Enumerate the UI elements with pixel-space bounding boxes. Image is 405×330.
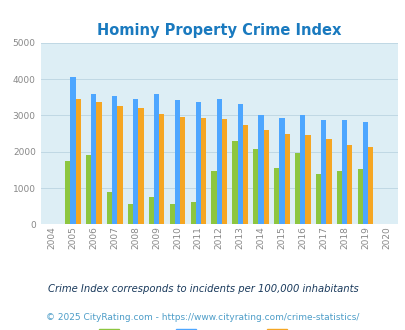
Bar <box>138 108 143 224</box>
Bar <box>346 145 352 224</box>
Bar <box>70 77 75 224</box>
Bar <box>357 169 362 224</box>
Bar <box>326 139 331 224</box>
Text: © 2025 CityRating.com - https://www.cityrating.com/crime-statistics/: © 2025 CityRating.com - https://www.city… <box>46 313 359 322</box>
Bar <box>211 171 216 224</box>
Bar <box>190 202 195 224</box>
Bar <box>195 102 200 224</box>
Bar <box>133 99 138 224</box>
Title: Hominy Property Crime Index: Hominy Property Crime Index <box>97 22 341 38</box>
Bar <box>148 197 153 224</box>
Bar <box>279 118 284 224</box>
Bar <box>175 100 180 224</box>
Bar <box>128 204 133 224</box>
Bar <box>232 141 237 224</box>
Bar <box>169 204 175 224</box>
Bar <box>242 125 247 224</box>
Bar <box>159 114 164 224</box>
Bar <box>153 94 159 224</box>
Bar <box>367 147 373 224</box>
Bar <box>315 174 320 224</box>
Bar <box>107 192 112 224</box>
Bar <box>253 149 258 224</box>
Bar <box>237 104 242 224</box>
Bar <box>362 122 367 224</box>
Text: Crime Index corresponds to incidents per 100,000 inhabitants: Crime Index corresponds to incidents per… <box>47 284 358 294</box>
Bar <box>75 99 81 224</box>
Bar <box>65 161 70 224</box>
Bar <box>216 99 221 224</box>
Bar <box>320 120 326 224</box>
Bar <box>336 171 341 224</box>
Bar <box>299 115 305 224</box>
Bar <box>91 94 96 224</box>
Bar <box>96 102 102 224</box>
Bar <box>180 117 185 224</box>
Bar <box>263 130 268 224</box>
Bar <box>341 120 346 224</box>
Legend: Hominy, Oklahoma, National: Hominy, Oklahoma, National <box>94 324 343 330</box>
Bar <box>221 119 226 224</box>
Bar <box>86 155 91 224</box>
Bar <box>305 135 310 224</box>
Bar <box>117 106 122 224</box>
Bar <box>258 115 263 224</box>
Bar <box>273 168 279 224</box>
Bar <box>112 95 117 224</box>
Bar <box>294 152 299 224</box>
Bar <box>284 134 289 224</box>
Bar <box>200 118 206 224</box>
